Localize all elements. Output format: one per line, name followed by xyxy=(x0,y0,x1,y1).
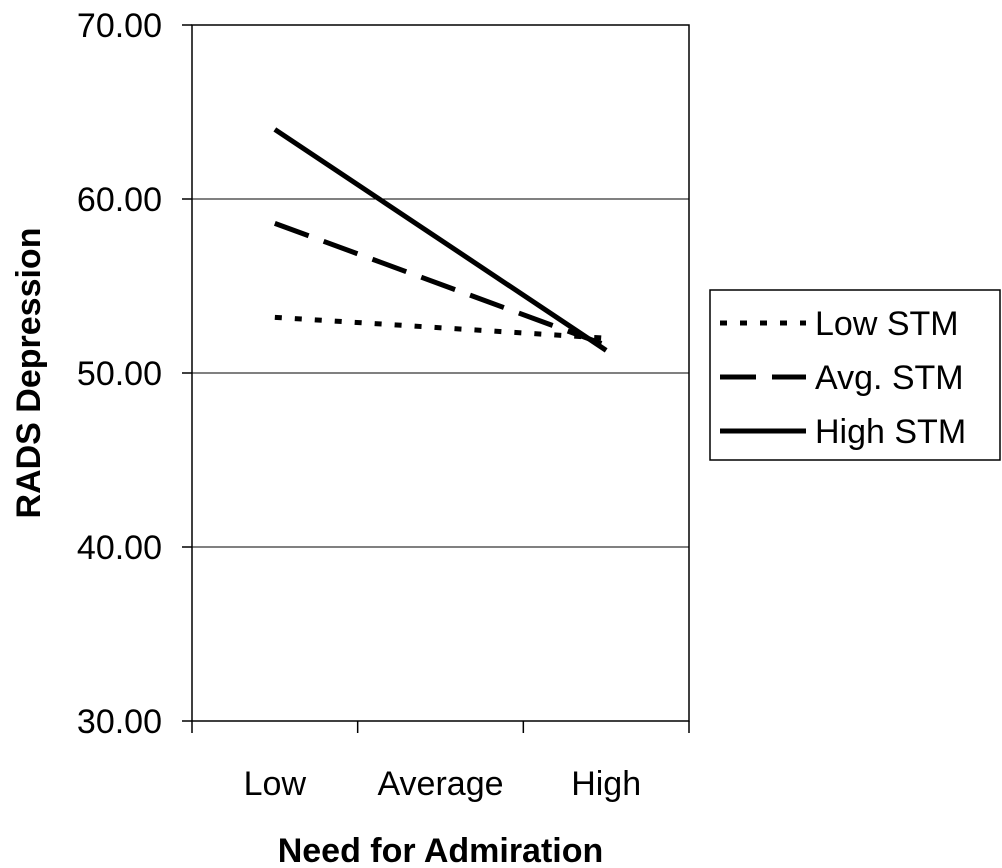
grid xyxy=(192,198,689,548)
legend-label: Low STM xyxy=(815,305,959,343)
x-axis-title: Need for Admiration xyxy=(278,832,604,868)
x-tick-label: High xyxy=(571,765,641,803)
y-tick-label: 60.00 xyxy=(77,181,162,219)
x-axis: Low Average High xyxy=(191,721,690,803)
y-axis-title: RADS Depression xyxy=(10,228,48,519)
x-tick-label: Average xyxy=(377,765,503,803)
series-line-1 xyxy=(273,221,608,348)
legend: Low STM Avg. STM High STM xyxy=(709,289,1001,461)
series-lines xyxy=(273,127,608,353)
series-line-2 xyxy=(273,127,608,353)
y-tick-label: 50.00 xyxy=(77,355,162,393)
y-axis: 30.00 40.00 50.00 60.00 70.00 xyxy=(77,7,192,741)
y-tick-label: 30.00 xyxy=(77,703,162,741)
series-line-0 xyxy=(274,314,607,341)
legend-label: Avg. STM xyxy=(815,359,964,397)
y-tick-label: 70.00 xyxy=(77,7,162,45)
y-tick-label: 40.00 xyxy=(77,529,162,567)
legend-label: High STM xyxy=(815,413,966,451)
x-tick-label: Low xyxy=(244,765,307,803)
